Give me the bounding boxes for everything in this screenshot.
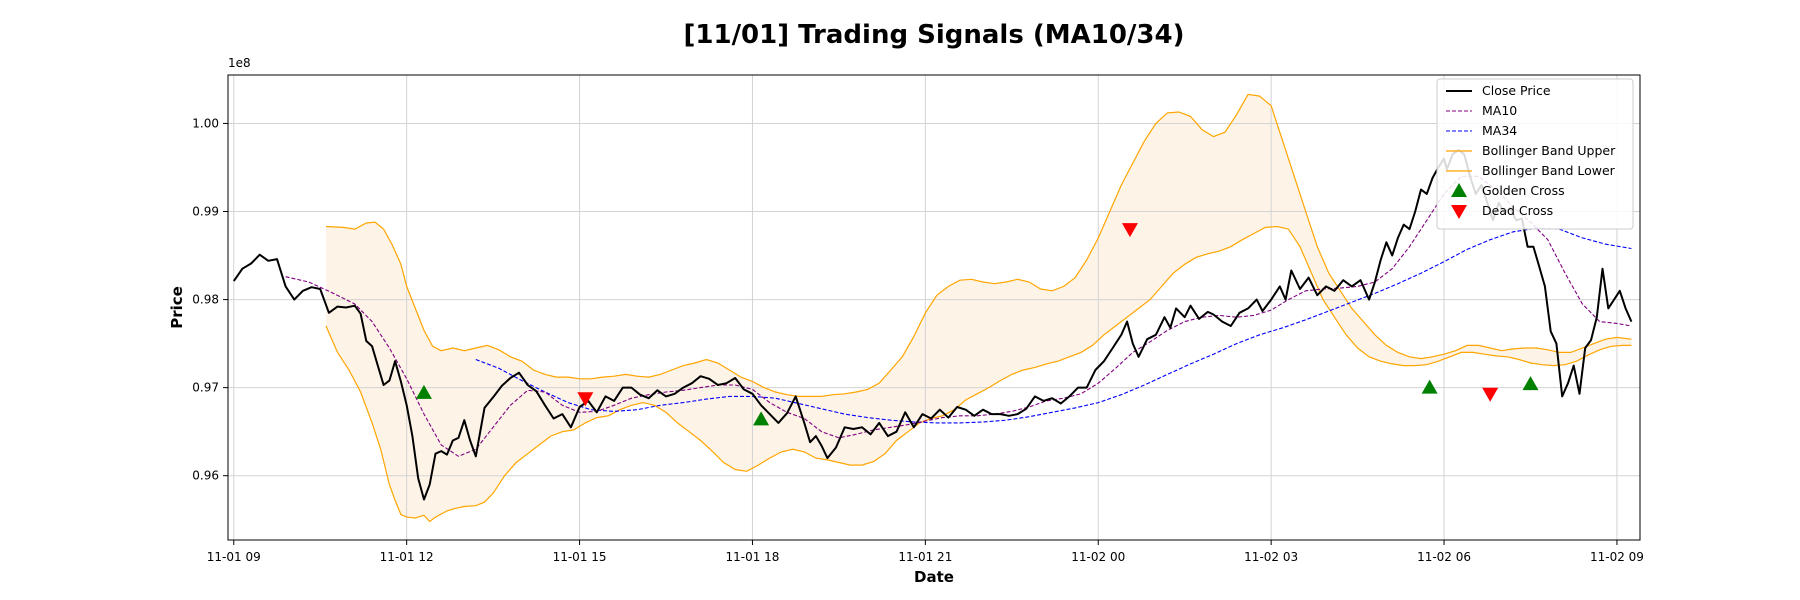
legend-label: Golden Cross xyxy=(1482,183,1565,198)
y-tick-label: 0.96 xyxy=(192,469,219,483)
x-tick-label: 11-02 03 xyxy=(1244,550,1298,564)
legend-label: Bollinger Band Upper xyxy=(1482,143,1616,158)
x-tick-label: 11-01 18 xyxy=(725,550,779,564)
y-axis-label: Price xyxy=(168,286,186,329)
x-tick-label: 11-01 15 xyxy=(553,550,607,564)
x-tick-label: 11-01 12 xyxy=(380,550,434,564)
legend-label: MA34 xyxy=(1482,123,1517,138)
legend-label: Dead Cross xyxy=(1482,203,1553,218)
x-axis: 11-01 09 11-01 12 11-01 15 11-01 18 11-01 21… xyxy=(207,540,1644,564)
y-tick-label: 1.00 xyxy=(192,116,219,130)
grid-layer xyxy=(228,75,1640,540)
legend-item: MA10 xyxy=(1446,103,1517,118)
y-tick-label: 0.97 xyxy=(192,381,219,395)
y-axis-offset-label: 1e8 xyxy=(228,56,251,70)
chart-title: [11/01] Trading Signals (MA10/34) xyxy=(684,20,1185,50)
y-tick-label: 0.98 xyxy=(192,293,219,307)
dead-cross-marker xyxy=(1121,223,1138,238)
dead-cross-marker xyxy=(1482,387,1499,402)
bollinger-band-layer xyxy=(326,94,1632,522)
legend-label: Close Price xyxy=(1482,83,1551,98)
x-tick-label: 11-01 09 xyxy=(207,550,261,564)
legend-label: MA10 xyxy=(1482,103,1517,118)
legend-item: Golden Cross xyxy=(1451,183,1565,198)
bollinger-upper-line xyxy=(325,93,1632,397)
x-tick-label: 11-02 00 xyxy=(1071,550,1125,564)
golden-cross-marker xyxy=(753,411,770,426)
legend-item: Bollinger Band Upper xyxy=(1446,143,1616,158)
x-tick-label: 11-02 09 xyxy=(1590,550,1644,564)
legend-swatch xyxy=(1451,183,1467,197)
legend-swatch xyxy=(1451,205,1467,219)
x-axis-label: Date xyxy=(914,568,954,586)
series-layer xyxy=(232,93,1633,523)
x-tick-label: 11-01 21 xyxy=(898,550,952,564)
legend-item: Close Price xyxy=(1446,83,1551,98)
golden-cross-marker xyxy=(1522,376,1539,391)
legend-item: MA34 xyxy=(1446,123,1517,138)
signal-marker-layer xyxy=(415,223,1539,426)
y-tick-label: 0.99 xyxy=(192,205,219,219)
legend-item: Dead Cross xyxy=(1451,203,1553,219)
plot-frame xyxy=(227,74,1641,541)
legend: Close Price MA10 MA34 Bollinger Band Upper B… xyxy=(1436,78,1634,230)
ma10-line xyxy=(285,175,1632,457)
ma34-line xyxy=(475,227,1632,424)
bollinger-band-fill xyxy=(326,94,1632,522)
x-tick-label: 11-02 06 xyxy=(1417,550,1471,564)
legend-item: Bollinger Band Lower xyxy=(1446,163,1616,178)
y-axis: 0.96 0.97 0.98 0.99 1.00 xyxy=(192,116,228,483)
golden-cross-marker xyxy=(1421,379,1438,394)
legend-label: Bollinger Band Lower xyxy=(1482,163,1616,178)
golden-cross-marker xyxy=(415,384,432,399)
dead-cross-marker xyxy=(577,392,594,407)
legend-box xyxy=(1436,78,1634,230)
